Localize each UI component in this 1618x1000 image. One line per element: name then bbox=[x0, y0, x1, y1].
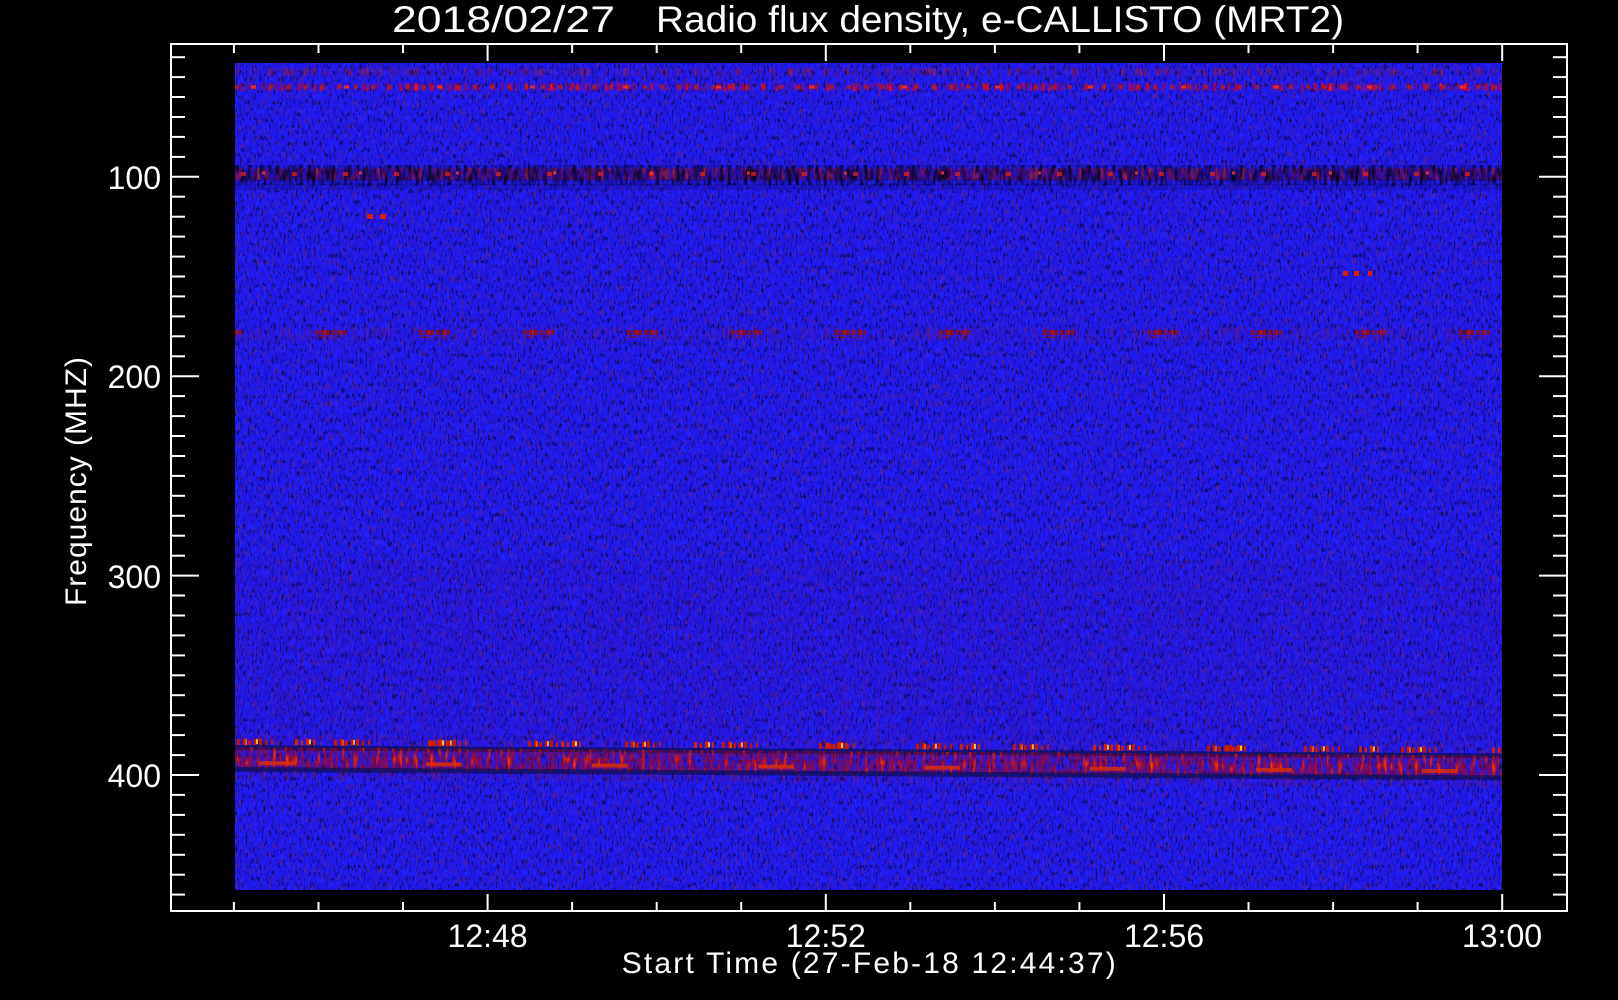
svg-text:12:48: 12:48 bbox=[448, 918, 528, 954]
svg-text:13:00: 13:00 bbox=[1462, 918, 1542, 954]
svg-text:400: 400 bbox=[108, 758, 161, 794]
svg-text:Start Time (27-Feb-18 12:44:37: Start Time (27-Feb-18 12:44:37) bbox=[622, 947, 1116, 980]
svg-text:12:52: 12:52 bbox=[786, 918, 866, 954]
svg-text:2018/02/27: 2018/02/27 bbox=[392, 0, 615, 40]
svg-text:12:56: 12:56 bbox=[1124, 918, 1204, 954]
svg-text:Frequency (MHZ): Frequency (MHZ) bbox=[60, 357, 93, 606]
svg-text:100: 100 bbox=[108, 160, 161, 196]
svg-text:200: 200 bbox=[108, 359, 161, 395]
svg-text:300: 300 bbox=[108, 559, 161, 595]
svg-text:Radio flux density, e-CALLISTO: Radio flux density, e-CALLISTO (MRT2) bbox=[656, 0, 1344, 40]
